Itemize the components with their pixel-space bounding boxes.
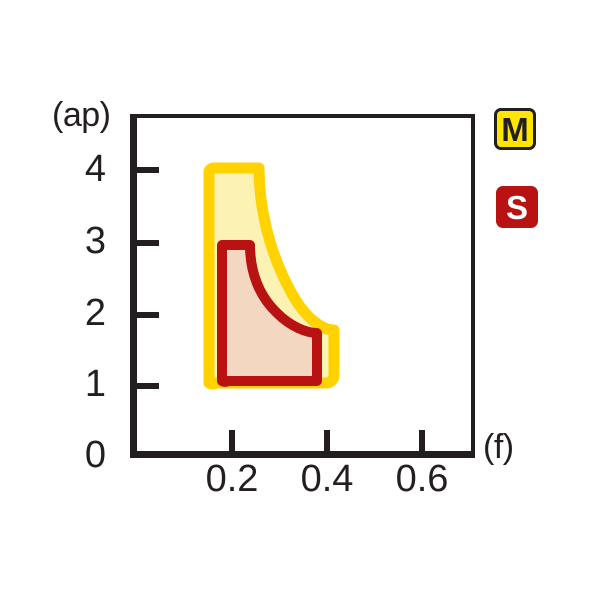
legend-badge-s[interactable]: S: [496, 186, 538, 228]
y-axis-label: (ap): [52, 96, 111, 134]
x-tick-label-06: 0.6: [395, 458, 449, 500]
y-tick-label-3: 3: [84, 220, 106, 262]
y-tick-label-4: 4: [84, 148, 106, 190]
y-tick-label-0: 0: [84, 434, 106, 476]
y-tick-label-2: 2: [84, 292, 106, 334]
legend-badge-m[interactable]: M: [494, 108, 536, 150]
series-region-s: [217, 240, 322, 387]
axis-frame-box: [130, 114, 475, 458]
y-tick-label-1: 1: [84, 363, 106, 405]
x-tick-label-02: 0.2: [205, 458, 259, 500]
x-axis-label: (f): [483, 428, 514, 466]
series-s-area: [217, 240, 322, 387]
x-tick-label-04: 0.4: [300, 458, 354, 500]
axis-frame: [130, 114, 475, 458]
